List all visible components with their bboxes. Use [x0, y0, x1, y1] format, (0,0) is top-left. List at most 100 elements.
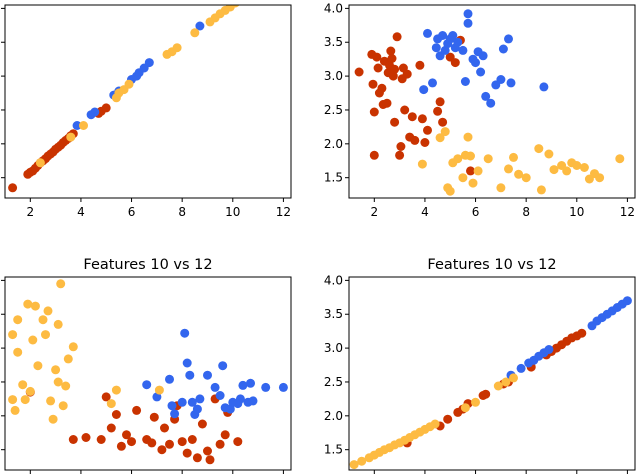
x-tick-label: 2: [370, 205, 378, 219]
points-layer: [349, 296, 632, 470]
data-point-blue: [516, 363, 526, 373]
data-point-yellow: [504, 164, 513, 174]
data-point-red: [481, 389, 491, 399]
data-point-red: [106, 423, 116, 433]
x-tick-label: 10: [225, 205, 240, 219]
y-tick-label: 2.0: [324, 137, 343, 151]
subplot-title: Features 10 vs 12: [427, 257, 556, 273]
data-point-blue: [471, 58, 480, 68]
data-point-blue: [142, 380, 152, 390]
data-point-blue: [481, 91, 491, 101]
points-layer: [8, 279, 288, 465]
data-point-red: [101, 392, 111, 402]
data-point-yellow: [417, 159, 427, 169]
data-point-yellow: [66, 132, 76, 142]
data-point-blue: [215, 391, 225, 400]
data-point-yellow: [33, 361, 43, 371]
data-point-yellow: [521, 173, 531, 183]
data-point-yellow: [30, 301, 40, 311]
data-point-red: [157, 445, 167, 455]
data-point-yellow: [453, 154, 463, 164]
data-point-blue: [90, 107, 100, 117]
data-point-yellow: [35, 158, 45, 168]
data-point-yellow: [48, 414, 58, 424]
data-point-blue: [238, 380, 248, 390]
data-point-blue: [185, 370, 195, 380]
data-point-red: [377, 83, 387, 93]
data-point-yellow: [466, 151, 475, 161]
data-point-blue: [170, 409, 180, 419]
data-point-blue: [486, 98, 496, 108]
data-point-red: [215, 439, 225, 449]
x-tick-label: 8: [522, 205, 530, 219]
data-point-yellow: [579, 163, 589, 172]
data-point-blue: [182, 358, 192, 368]
data-point-red: [433, 106, 443, 116]
data-point-blue: [423, 28, 432, 38]
data-point-red: [373, 63, 383, 73]
data-point-yellow: [460, 403, 470, 413]
data-point-blue: [167, 401, 177, 411]
data-point-blue: [261, 382, 271, 392]
data-point-yellow: [53, 377, 63, 387]
data-point-red: [233, 437, 243, 447]
x-tick-label: 4: [421, 205, 429, 219]
data-point-blue: [448, 31, 458, 40]
subplot-1: 2 4 6 8 10 12: [1, 4, 292, 219]
data-point-yellow: [51, 365, 61, 375]
data-point-red: [423, 125, 432, 135]
data-point-red: [402, 69, 412, 79]
data-point-blue: [622, 296, 632, 306]
data-point-red: [369, 107, 379, 117]
data-point-red: [354, 67, 364, 77]
data-point-yellow: [13, 347, 23, 357]
data-point-red: [420, 138, 430, 147]
data-point-blue: [428, 78, 437, 88]
subplot-3: Features 10 vs 12: [1, 257, 292, 474]
y-tick-label: 2.5: [324, 375, 343, 389]
data-point-blue: [180, 328, 190, 338]
data-point-red: [390, 117, 400, 127]
subplot-4: Features 10 vs 12 1.5 2.0 2.5 3.0 3.5 4.0: [324, 257, 636, 474]
data-point-blue: [248, 396, 258, 406]
data-point-red: [395, 150, 405, 160]
data-point-yellow: [509, 373, 518, 383]
data-point-red: [407, 112, 417, 122]
data-point-yellow: [430, 419, 440, 429]
data-point-blue: [431, 43, 441, 53]
data-point-red: [466, 166, 475, 176]
data-point-blue: [225, 404, 235, 414]
data-point-yellow: [501, 377, 511, 387]
data-point-red: [205, 455, 215, 465]
data-point-red: [386, 46, 396, 56]
subplot-2: 2 4 6 8 10 12 1.5 2.0 2.5 3.0 3.5 4.0: [324, 1, 636, 219]
data-point-blue: [152, 392, 162, 402]
data-point-blue: [235, 394, 245, 404]
data-point-yellow: [10, 405, 20, 415]
data-point-red: [417, 114, 427, 124]
data-point-yellow: [357, 456, 367, 466]
data-point-blue: [419, 85, 429, 95]
data-point-blue: [177, 397, 187, 407]
data-point-yellow: [493, 381, 503, 391]
data-point-yellow: [56, 279, 66, 289]
data-point-red: [438, 117, 448, 127]
data-point-red: [160, 423, 169, 433]
data-point-yellow: [13, 315, 23, 325]
axes-frame: [348, 276, 636, 471]
x-tick-label: 10: [569, 205, 584, 219]
data-point-red: [415, 60, 425, 70]
y-tick-label: 1.5: [324, 171, 343, 185]
axes-frame: [4, 276, 292, 471]
data-point-yellow: [496, 183, 506, 193]
data-point-red: [96, 435, 106, 444]
data-point-red: [8, 183, 18, 193]
data-point-blue: [195, 394, 205, 404]
subplot-title: Features 10 vs 12: [83, 257, 212, 273]
data-point-red: [147, 438, 157, 448]
data-point-blue: [218, 361, 228, 371]
data-point-red: [182, 448, 192, 458]
data-point-blue: [203, 370, 212, 380]
data-point-blue: [438, 31, 448, 40]
